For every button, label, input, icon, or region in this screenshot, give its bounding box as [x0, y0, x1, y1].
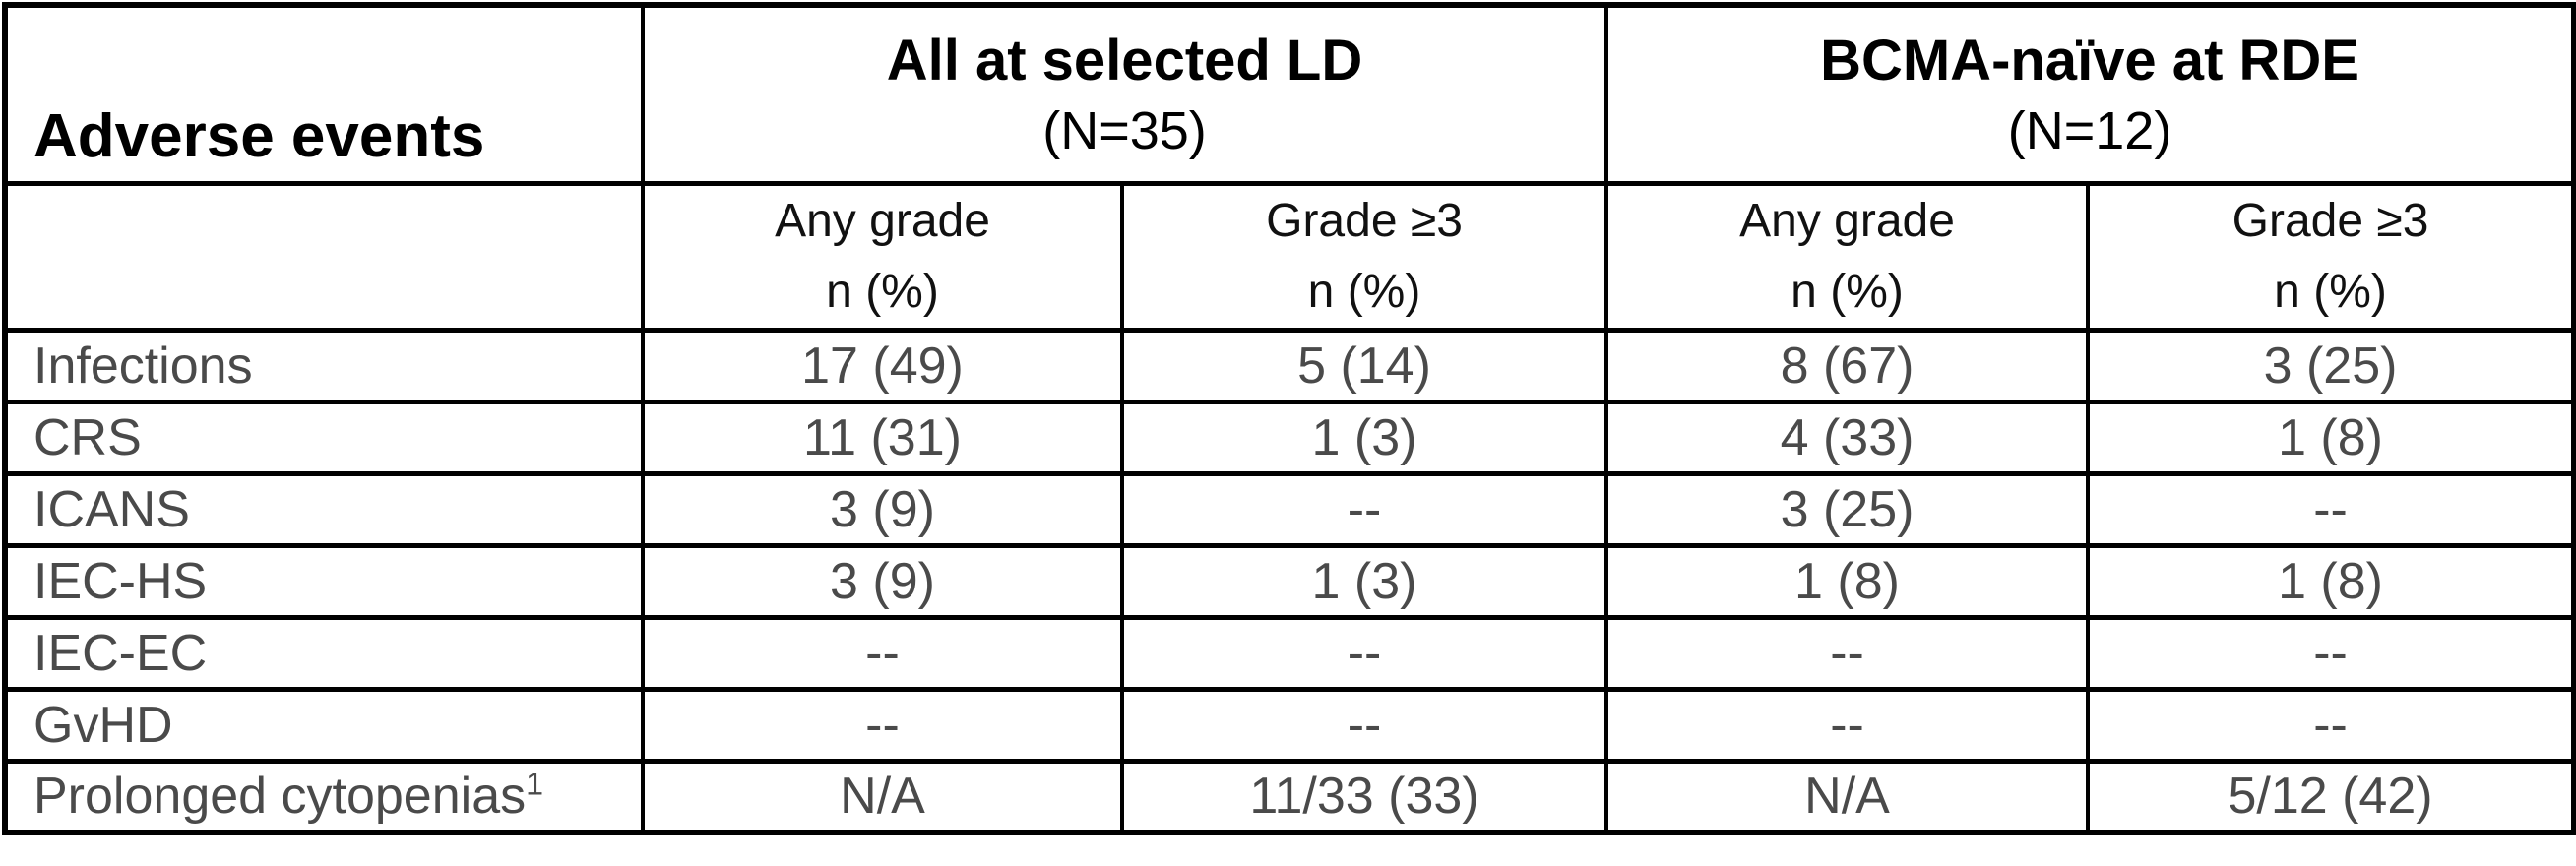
- value-cell: --: [1604, 686, 2091, 764]
- row-label: CRS: [3, 399, 645, 476]
- table-row-gvhd: GvHD -- -- -- --: [3, 686, 2576, 764]
- subheader-line2: n (%): [2274, 265, 2387, 318]
- table-row-prolonged-cytopenias: Prolonged cytopenias1 N/A 11/33 (33) N/A…: [3, 758, 2576, 835]
- value-cell: --: [1119, 470, 1609, 548]
- value-cell: N/A: [641, 758, 1124, 835]
- group-n-count: (N=12): [2007, 100, 2172, 160]
- subheader-line1: Any grade: [1739, 194, 1955, 247]
- value-cell: 1 (8): [2086, 399, 2576, 476]
- footnote-marker: 1: [526, 766, 544, 802]
- group-title: BCMA-naïve at RDE: [1820, 29, 2359, 93]
- subheader-grade3-ld: Grade ≥3 n (%): [1119, 180, 1609, 333]
- value-cell: --: [1604, 614, 2091, 692]
- subheader-grade3-rde: Grade ≥3 n (%): [2086, 180, 2576, 333]
- value-cell: --: [641, 686, 1124, 764]
- value-cell: --: [2086, 614, 2576, 692]
- value-cell: 4 (33): [1604, 399, 2091, 476]
- subheader-any-grade-ld: Any grade n (%): [641, 180, 1124, 333]
- subheader-line1: Any grade: [775, 194, 990, 247]
- row-label: Prolonged cytopenias: [33, 768, 527, 826]
- subheader-line2: n (%): [1307, 265, 1421, 318]
- value-cell: --: [2086, 470, 2576, 548]
- value-cell: 1 (3): [1119, 399, 1609, 476]
- subheader-line2: n (%): [1791, 265, 1904, 318]
- value-cell: --: [2086, 686, 2576, 764]
- subheader-any-grade-rde: Any grade n (%): [1604, 180, 2091, 333]
- corner-header-adverse-events: Adverse events: [3, 2, 645, 186]
- value-cell: 1 (3): [1119, 542, 1609, 620]
- adverse-events-table: Adverse events All at selected LD (N=35)…: [2, 2, 2576, 835]
- value-cell: --: [641, 614, 1124, 692]
- table-row-infections: Infections 17 (49) 5 (14) 8 (67) 3 (25): [3, 327, 2576, 404]
- value-cell: 17 (49): [641, 327, 1124, 404]
- group-header-all-at-selected-ld: All at selected LD (N=35): [640, 2, 1609, 186]
- row-label: ICANS: [3, 470, 645, 548]
- subheader-line1: Grade ≥3: [1266, 194, 1463, 247]
- table-header-row-grades: Any grade n (%) Grade ≥3 n (%) Any grade…: [3, 180, 2576, 333]
- value-cell: 5 (14): [1119, 327, 1609, 404]
- value-cell: 8 (67): [1604, 327, 2091, 404]
- row-label-with-footnote: Prolonged cytopenias1: [3, 758, 645, 835]
- row-label: GvHD: [3, 686, 645, 764]
- row-label: Infections: [3, 327, 645, 404]
- value-cell: 3 (9): [641, 542, 1124, 620]
- value-cell: 11 (31): [641, 399, 1124, 476]
- subheader-line2: n (%): [826, 265, 939, 318]
- value-cell: --: [1119, 614, 1609, 692]
- value-cell: 3 (25): [2086, 327, 2576, 404]
- value-cell: 3 (9): [641, 470, 1124, 548]
- table-row-icans: ICANS 3 (9) -- 3 (25) --: [3, 470, 2576, 548]
- group-header-bcma-naive-at-rde: BCMA-naïve at RDE (N=12): [1604, 2, 2576, 186]
- value-cell: --: [1119, 686, 1609, 764]
- value-cell: 1 (8): [1604, 542, 2091, 620]
- value-cell: N/A: [1604, 758, 2091, 835]
- table-row-iec-ec: IEC-EC -- -- -- --: [3, 614, 2576, 692]
- table-row-crs: CRS 11 (31) 1 (3) 4 (33) 1 (8): [3, 399, 2576, 476]
- blank-header-cell: [3, 180, 645, 333]
- subheader-line1: Grade ≥3: [2231, 194, 2429, 247]
- table-header-row-groups: Adverse events All at selected LD (N=35)…: [3, 2, 2576, 186]
- group-n-count: (N=35): [1042, 100, 1207, 160]
- row-label: IEC-EC: [3, 614, 645, 692]
- value-cell: 1 (8): [2086, 542, 2576, 620]
- value-cell: 3 (25): [1604, 470, 2091, 548]
- row-label: IEC-HS: [3, 542, 645, 620]
- value-cell: 5/12 (42): [2086, 758, 2576, 835]
- group-title: All at selected LD: [886, 29, 1363, 93]
- value-cell: 11/33 (33): [1119, 758, 1609, 835]
- table-row-iec-hs: IEC-HS 3 (9) 1 (3) 1 (8) 1 (8): [3, 542, 2576, 620]
